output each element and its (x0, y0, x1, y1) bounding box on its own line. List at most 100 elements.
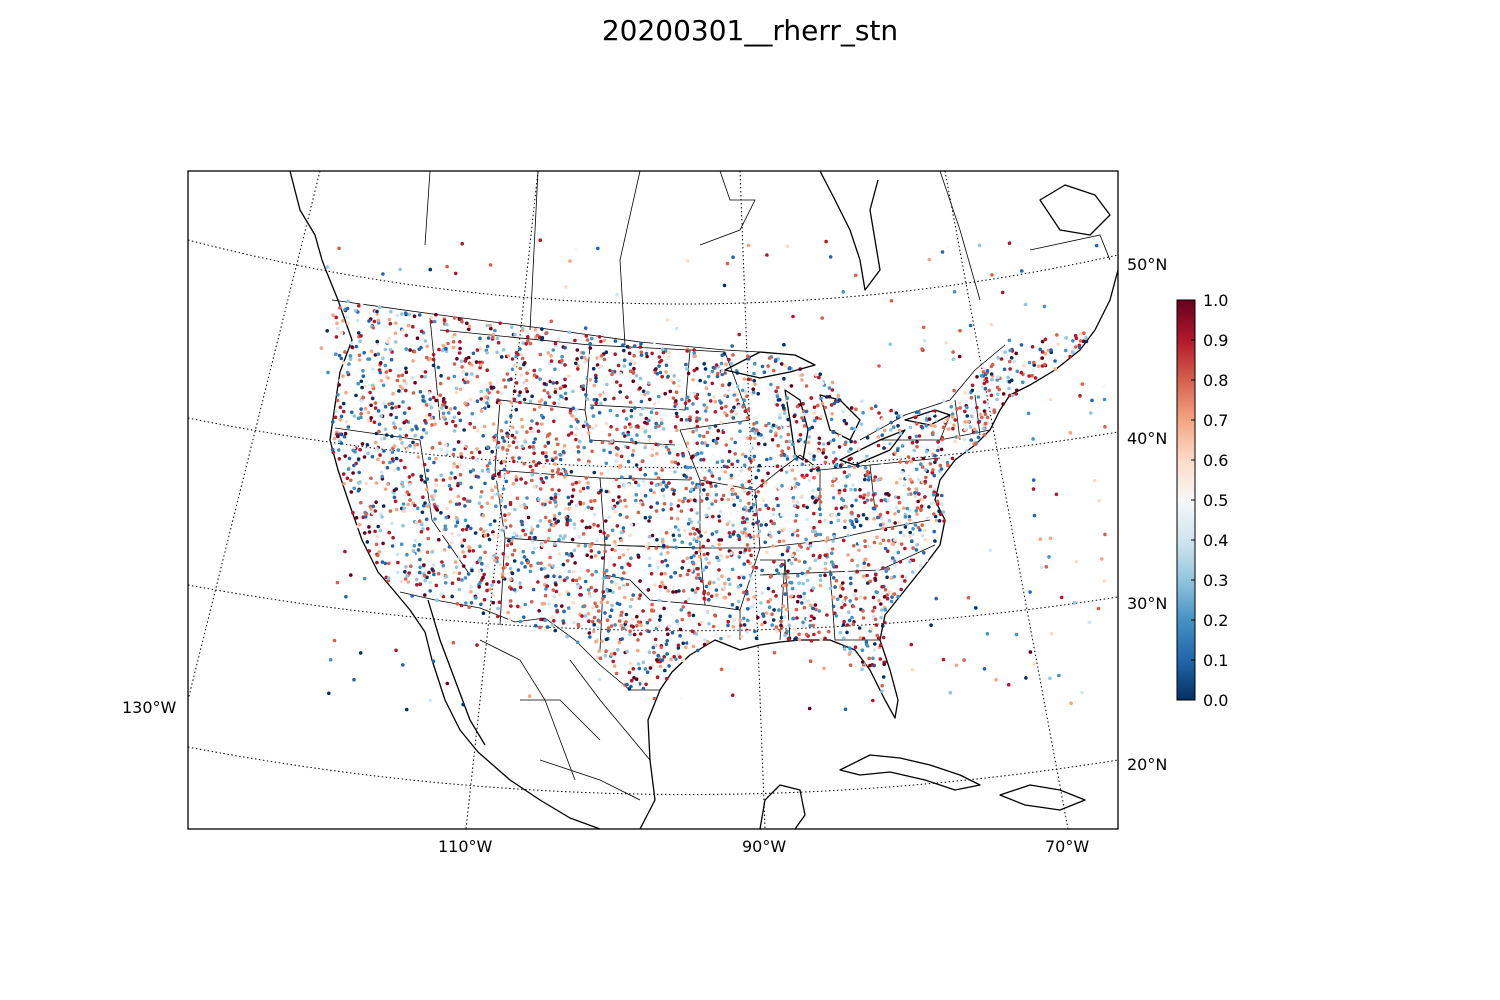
station-dot (577, 439, 582, 444)
station-dot (694, 453, 698, 457)
station-dot (626, 445, 630, 450)
station-dot (889, 599, 894, 604)
station-dot (456, 494, 461, 499)
station-dot (851, 622, 856, 626)
station-dot (375, 560, 379, 565)
station-dot (849, 510, 854, 515)
station-dot (841, 599, 846, 603)
station-dot (426, 536, 431, 541)
station-dot (415, 336, 420, 341)
station-dot (393, 331, 398, 336)
station-dot (685, 406, 689, 411)
station-dot (936, 440, 940, 444)
station-dot (710, 369, 715, 374)
station-dot (605, 618, 610, 622)
station-dot (491, 579, 496, 584)
station-dot (793, 627, 797, 632)
station-dot (842, 470, 847, 475)
station-dot (617, 495, 621, 499)
station-dot (756, 615, 760, 620)
station-dot (520, 425, 525, 429)
station-dot (431, 352, 436, 357)
station-dot (423, 578, 428, 583)
station-dot (469, 450, 474, 455)
station-dot (567, 569, 572, 574)
station-dot (425, 477, 430, 481)
station-dot (673, 470, 677, 474)
station-dot (351, 471, 355, 475)
station-dot (653, 583, 657, 587)
station-dot (800, 571, 804, 576)
station-dot (410, 428, 414, 432)
station-dot (422, 504, 426, 508)
station-dot (1030, 373, 1034, 378)
station-dot (440, 406, 444, 410)
station-dot (557, 492, 561, 496)
station-dot (817, 609, 821, 613)
station-dot (934, 457, 938, 462)
station-dot (348, 354, 353, 358)
station-dot (861, 574, 866, 579)
station-dot (913, 494, 918, 499)
station-dot (392, 421, 396, 426)
station-dot (692, 391, 697, 396)
station-dot (828, 586, 833, 591)
map-area[interactable] (188, 171, 1118, 829)
station-dot (683, 401, 688, 406)
station-dot (816, 487, 821, 492)
station-dot (518, 390, 522, 395)
station-dot (466, 572, 471, 576)
station-dot (874, 531, 878, 535)
station-dot (447, 545, 452, 549)
station-dot (946, 427, 951, 431)
station-dot (943, 419, 947, 424)
station-dot (434, 483, 439, 487)
station-dot (610, 542, 615, 547)
station-dot (641, 660, 646, 665)
colorbar-tick-label: 0.0 (1203, 691, 1228, 710)
station-dot (514, 351, 519, 355)
station-dot (1053, 367, 1058, 371)
station-dot (557, 488, 561, 493)
station-dot (805, 517, 809, 522)
station-dot (562, 578, 567, 582)
station-dot (475, 458, 479, 463)
station-dot (940, 250, 945, 254)
station-dot (714, 593, 719, 597)
station-dot (779, 574, 784, 578)
station-dot (390, 401, 394, 406)
station-dot (338, 417, 343, 422)
station-dot (572, 522, 577, 526)
station-dot (754, 475, 758, 480)
station-dot (705, 640, 710, 644)
station-dot (509, 538, 514, 543)
station-dot (617, 465, 622, 469)
station-dot (436, 365, 441, 370)
station-dot (908, 435, 912, 440)
station-dot (359, 334, 363, 338)
station-dot (546, 574, 550, 578)
station-dot (610, 547, 614, 552)
station-dot (932, 512, 936, 516)
station-dot (727, 592, 732, 596)
station-dot (658, 584, 663, 589)
station-dot (1072, 601, 1077, 605)
station-dot (1008, 348, 1012, 353)
station-dot (782, 615, 787, 619)
lat-label-20n: 20°N (1127, 755, 1167, 774)
station-dot (815, 532, 820, 537)
station-dot (630, 453, 635, 457)
station-dot (353, 308, 358, 313)
station-dot (952, 290, 957, 294)
station-dot (791, 442, 795, 447)
station-dot (624, 612, 629, 617)
station-dot (693, 354, 697, 359)
station-dot (990, 377, 994, 382)
station-dot (510, 367, 515, 372)
station-dot (914, 548, 919, 552)
station-dot (614, 380, 619, 384)
station-dot (590, 449, 594, 454)
station-dot (509, 604, 513, 608)
station-dot (620, 475, 624, 480)
station-dot (963, 427, 968, 432)
